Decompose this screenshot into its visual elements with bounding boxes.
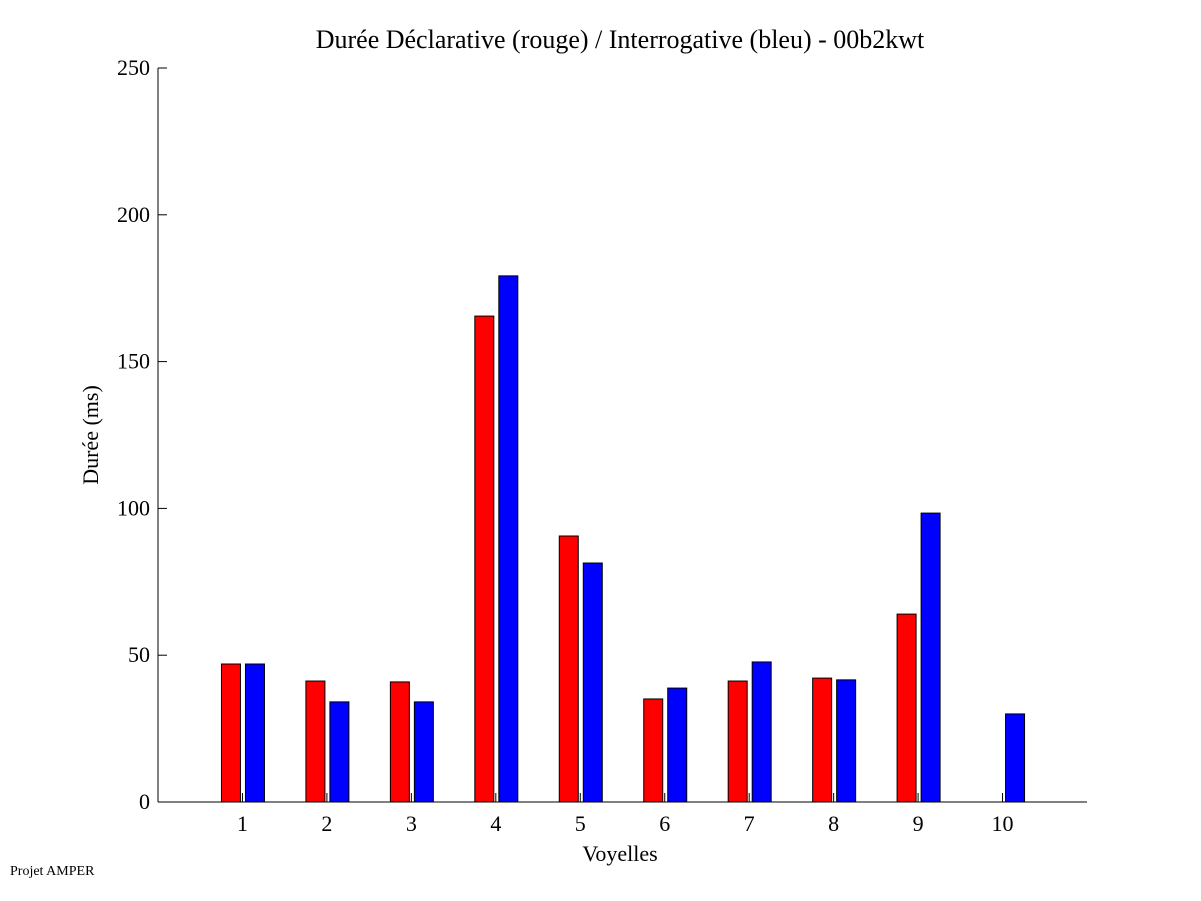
x-tick-label: 1 [237,811,248,836]
chart-title: Durée Déclarative (rouge) / Interrogativ… [316,25,925,54]
bar-interrogative [244,663,265,803]
bar-declarative [727,680,748,803]
x-tick-label: 5 [575,811,586,836]
x-tick-label: 8 [828,811,839,836]
y-tick-label: 250 [117,55,150,80]
bar-interrogative [1005,713,1026,803]
bar-declarative [643,698,664,803]
x-tick-label: 10 [992,811,1014,836]
bar-declarative [896,613,917,803]
bar-interrogative [836,679,857,803]
bar-interrogative [751,661,772,803]
bar-declarative [389,681,410,803]
bar-declarative [220,663,241,803]
y-tick-label: 150 [117,349,150,374]
bar-declarative [558,535,579,803]
x-tick-label: 3 [406,811,417,836]
y-tick-label: 200 [117,202,150,227]
bar-interrogative [582,562,603,803]
bar-interrogative [920,512,941,803]
bar-interrogative [667,687,688,803]
x-tick-label: 2 [321,811,332,836]
footer-credit: Projet AMPER [10,864,95,879]
bar-declarative [305,680,326,803]
x-tick-label: 4 [490,811,501,836]
y-tick-label: 0 [139,789,150,814]
bar-interrogative [413,701,434,803]
bar-interrogative [329,701,350,803]
bar-declarative [812,677,833,803]
y-tick-label: 50 [128,642,150,667]
bar-declarative [474,315,495,803]
x-tick-label: 6 [659,811,670,836]
x-axis-label: Voyelles [582,841,657,866]
x-tick-label: 9 [913,811,924,836]
y-tick-label: 100 [117,495,150,520]
x-tick-label: 7 [744,811,755,836]
y-axis-label: Durée (ms) [78,385,103,485]
bar-interrogative [498,275,519,803]
